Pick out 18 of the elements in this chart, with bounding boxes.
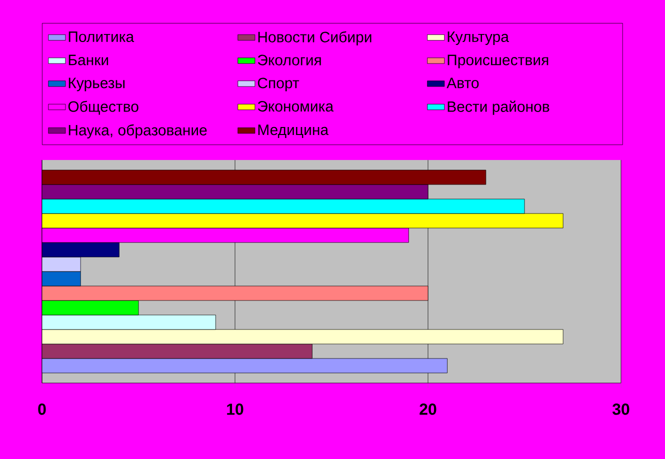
legend-label: Экология	[258, 54, 321, 66]
legend-label: Курьезы	[68, 78, 125, 92]
legend-label: Экономика	[258, 100, 334, 112]
x-tick-label: 0	[38, 404, 46, 415]
x-tick-label: 30	[612, 404, 630, 415]
legend-label: Спорт	[258, 78, 300, 92]
legend-label: Медицина	[258, 124, 329, 138]
legend-label: Новости Сибири	[258, 31, 372, 46]
legend-label: Культура	[448, 32, 509, 45]
legend-label: Авто	[446, 78, 479, 88]
x-tick-label: 20	[420, 404, 436, 415]
legend-label: Вести районов	[448, 100, 550, 115]
legend-label: Политика	[68, 32, 134, 42]
legend-label: Общество	[68, 100, 138, 115]
x-tick-label: 10	[227, 404, 244, 415]
legend-label: Происшествия	[448, 54, 548, 68]
legend-label: Наука, образование	[68, 124, 207, 138]
legend-label: Банки	[68, 54, 108, 66]
